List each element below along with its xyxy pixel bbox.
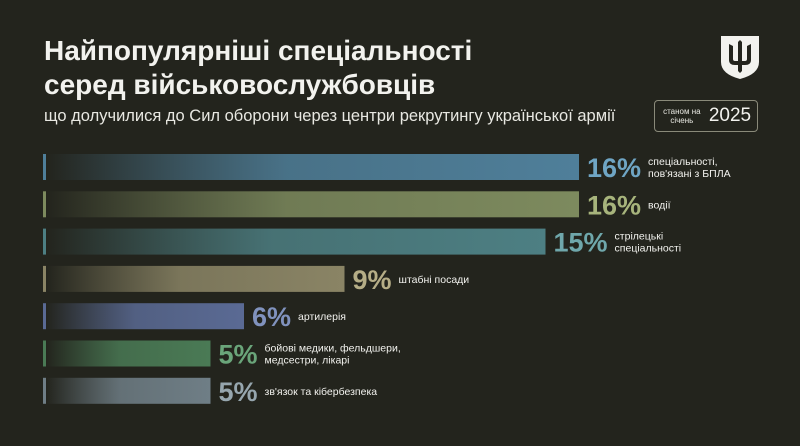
bar-edge	[43, 154, 46, 180]
bar-value-label: 5%	[219, 340, 258, 370]
bar-value-label: 16%	[587, 153, 641, 183]
chart-subtitle: що долучилися до Сил оборони через центр…	[44, 107, 616, 125]
bar-edge	[43, 377, 46, 404]
bar	[46, 228, 546, 255]
bar-value-label: 16%	[587, 190, 641, 220]
title-line-2: серед військовослужбовців	[44, 69, 436, 100]
date-caption: станом на січень	[663, 107, 701, 125]
category-label: артилерія	[298, 311, 346, 323]
chart-title: Найпопулярніші спеціальності серед війсь…	[44, 34, 604, 102]
bar	[46, 154, 579, 180]
category-label: водії	[648, 199, 671, 211]
date-year: 2025	[708, 105, 752, 126]
bar	[46, 303, 244, 330]
category-label: бойові медики, фельдшери, медсестри, ліка…	[265, 343, 401, 367]
category-label: штабні посади	[399, 274, 470, 286]
bar-edge	[43, 340, 46, 367]
trident-emblem-icon	[721, 36, 759, 79]
bar-edge	[43, 191, 46, 218]
category-label: стрілецькі спеціальності	[615, 231, 682, 255]
bar-value-label: 15%	[554, 228, 608, 258]
bar-edge	[43, 228, 46, 255]
category-label: зв'язок та кібербезпека	[265, 386, 378, 398]
bar-edge	[43, 265, 46, 292]
bar-value-label: 6%	[252, 302, 291, 332]
bar-value-label: 9%	[353, 265, 392, 295]
bar-edge	[43, 303, 46, 330]
bar	[46, 265, 345, 292]
category-label: спеціальності, пов'язані з БПЛА	[648, 156, 731, 180]
bar	[46, 191, 579, 218]
bar	[46, 377, 211, 404]
date-badge: станом на січень 2025	[654, 100, 758, 132]
bar	[46, 340, 211, 367]
bar-value-label: 5%	[219, 377, 258, 407]
title-line-1: Найпопулярніші спеціальності	[44, 35, 473, 66]
